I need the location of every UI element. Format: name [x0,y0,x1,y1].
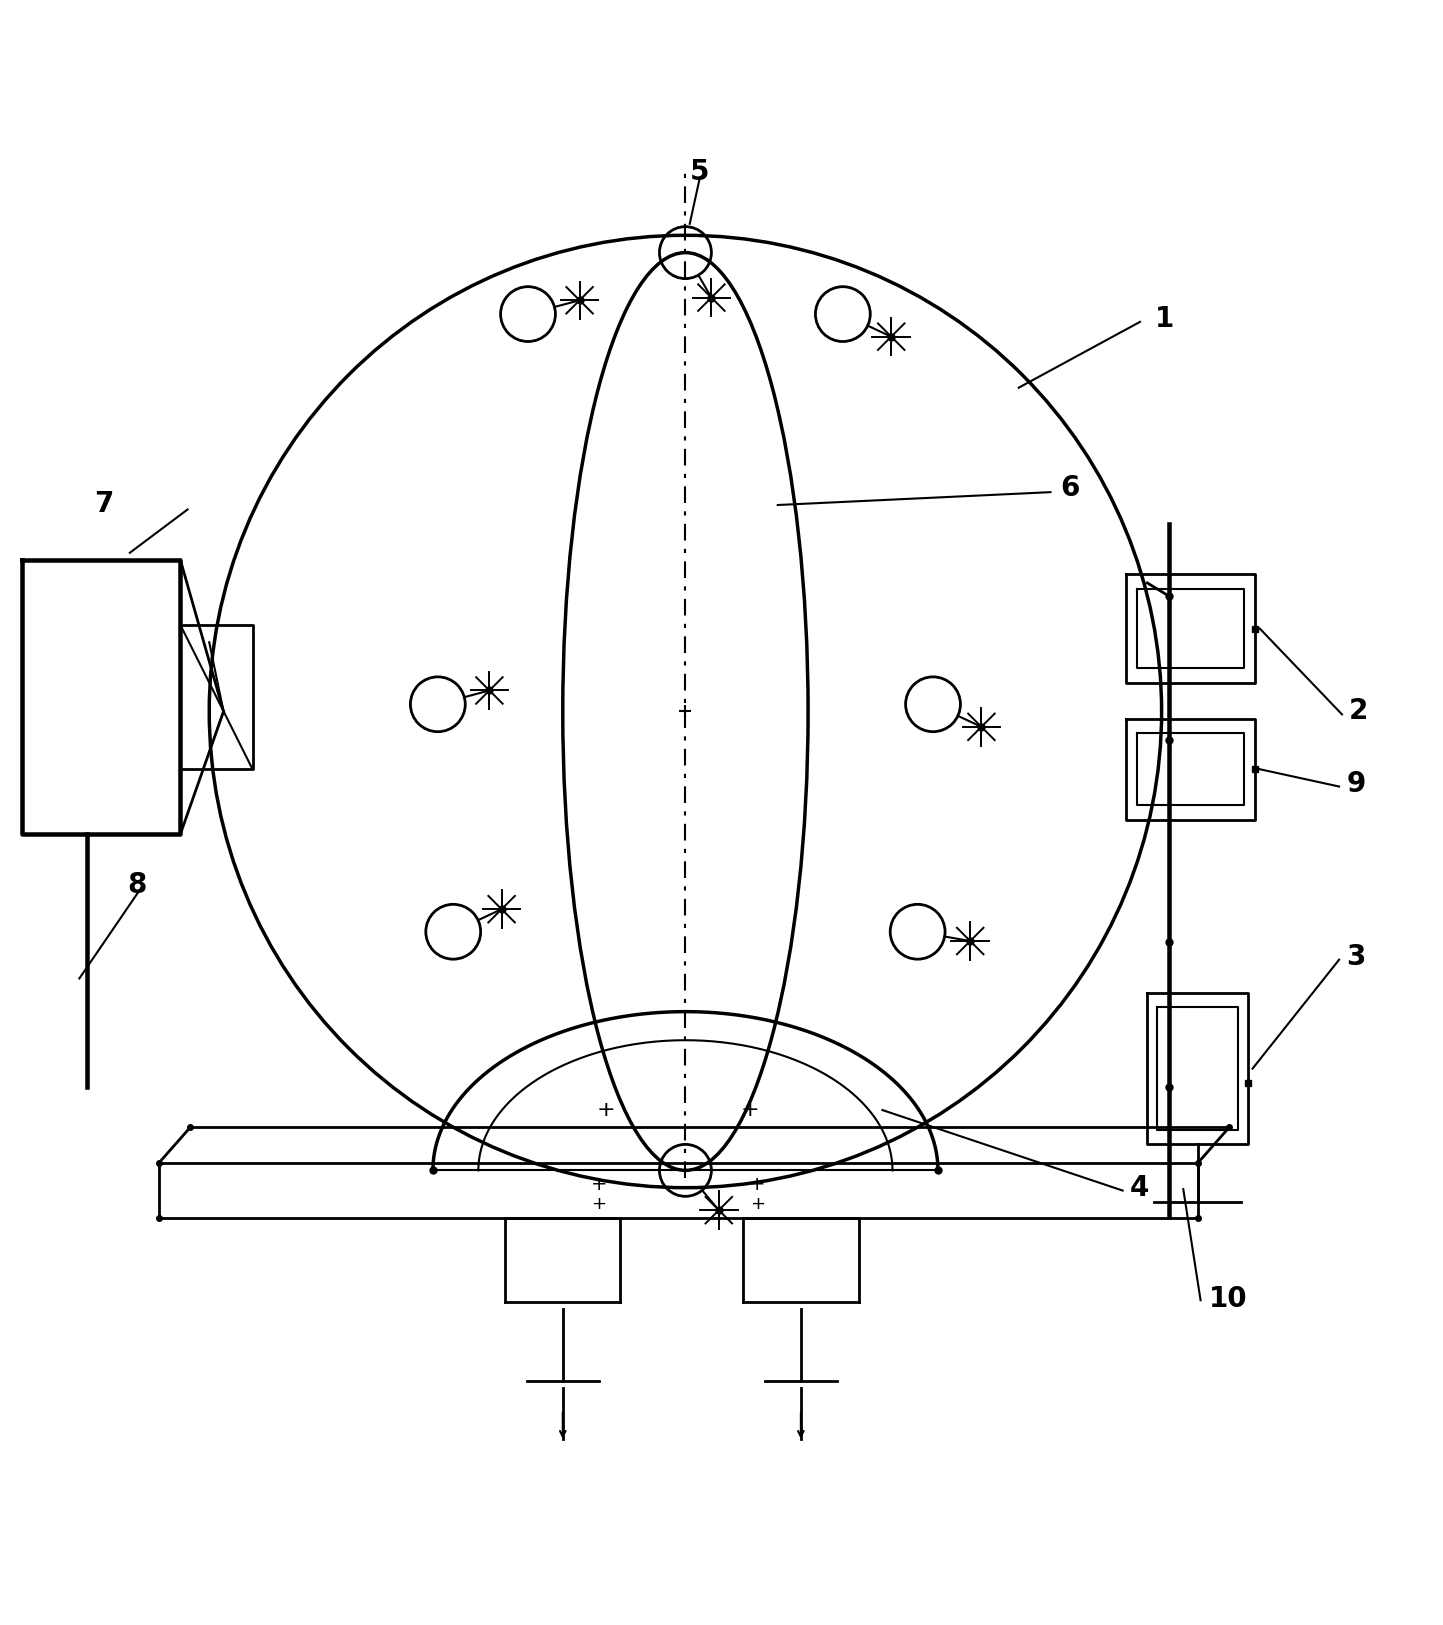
Text: +: + [742,1100,759,1120]
Text: 10: 10 [1209,1285,1248,1313]
Text: 5: 5 [690,158,710,185]
Text: +: + [749,1175,766,1194]
Text: +: + [597,1100,615,1120]
Text: +: + [590,1175,608,1194]
Text: 2: 2 [1349,697,1368,725]
Text: 9: 9 [1346,770,1365,798]
Text: 3: 3 [1346,942,1365,970]
Text: 4: 4 [1130,1173,1149,1201]
Text: 8: 8 [127,871,146,899]
Text: 1: 1 [1154,306,1173,333]
Text: 7: 7 [94,489,113,518]
Text: +: + [750,1194,765,1212]
Text: 6: 6 [1061,474,1079,502]
Text: +: + [592,1194,606,1212]
